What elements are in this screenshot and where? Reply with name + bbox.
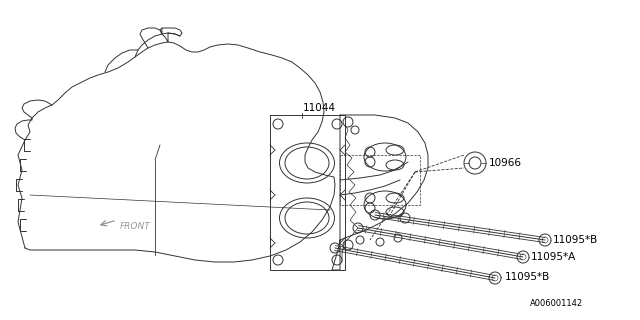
Text: 11044: 11044 xyxy=(303,103,336,113)
Text: 10966: 10966 xyxy=(489,158,522,168)
Text: 11095*A: 11095*A xyxy=(531,252,576,262)
Text: FRONT: FRONT xyxy=(120,222,151,231)
Text: A006001142: A006001142 xyxy=(530,299,583,308)
Text: 11095*B: 11095*B xyxy=(505,272,550,282)
Text: 11095*B: 11095*B xyxy=(553,235,598,245)
